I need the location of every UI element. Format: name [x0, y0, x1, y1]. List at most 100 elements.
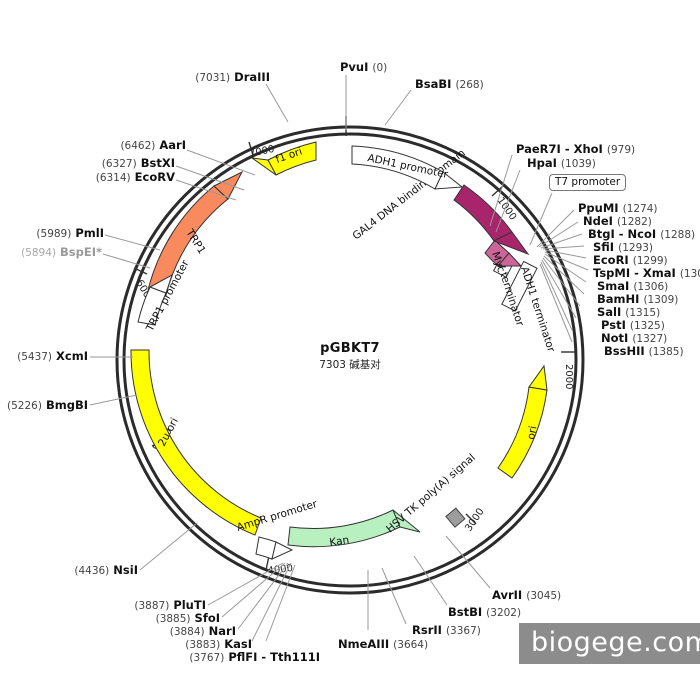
- feature-2u-ori: 2u ori: [130, 349, 262, 536]
- site-enzyme-avrii: AvrII: [492, 588, 523, 602]
- feature-adh1-promoter: ADH1 promoter: [351, 145, 464, 190]
- site-label-bstxi[interactable]: (6327) BstXI: [0, 156, 175, 170]
- site-label-nmeaiii[interactable]: NmeAIII (3664): [338, 638, 428, 651]
- feature-hsv-tk-polya: HSV TK poly(A) signal: [384, 452, 478, 536]
- watermark: biogege.com: [519, 623, 700, 664]
- site-enzyme-draiii: DraIII: [234, 70, 270, 84]
- site-label-bsabi[interactable]: BsaBI (268): [415, 77, 484, 91]
- site-position-smai: (1306): [633, 281, 669, 293]
- site-enzyme-noti: NotI: [601, 331, 629, 345]
- site-position-pluti: (3887): [134, 600, 170, 612]
- site-enzyme-paer7i-xhoi: PaeR7I - XhoI: [516, 142, 603, 156]
- site-label-bmgbi[interactable]: (5226) BmgBI: [0, 398, 88, 412]
- site-label-aari[interactable]: (6462) AarI: [0, 138, 186, 152]
- site-position-bstxi: (6327): [101, 158, 137, 170]
- site-label-psti[interactable]: PstI (1325): [601, 318, 665, 332]
- site-position-xcmi: (5437): [17, 351, 53, 363]
- site-label-kasi[interactable]: (3883) KasI: [0, 637, 252, 651]
- site-label-avrii[interactable]: AvrII (3045): [492, 588, 562, 602]
- site-enzyme-ppumi: PpuMI: [578, 201, 619, 215]
- site-label-bspei[interactable]: (5894) BspEI*: [0, 245, 102, 259]
- site-label-ndei[interactable]: NdeI (1282): [583, 214, 652, 228]
- feature-kan: Kan: [287, 509, 421, 549]
- tick-label-2000: 2000: [563, 364, 574, 389]
- site-enzyme-bmgbi: BmgBI: [45, 398, 88, 412]
- site-position-hpai: (1039): [560, 158, 596, 170]
- site-position-sfoi: (3885): [155, 613, 191, 625]
- site-label-btgi-ncoi[interactable]: BtgI - NcoI (1288): [588, 227, 695, 241]
- site-enzyme-pflfi-tth111i: PflFI - Tth111I: [228, 650, 320, 664]
- site-label-ecori[interactable]: EcoRI (1299): [593, 254, 668, 267]
- tick-label-7000: 7000: [248, 144, 275, 160]
- site-position-kasi: (3883): [185, 639, 221, 651]
- site-position-sfii: (1293): [618, 242, 654, 254]
- site-enzyme-bsabi: BsaBI: [415, 77, 452, 91]
- site-enzyme-bstxi: BstXI: [140, 156, 175, 170]
- site-label-tspmi-xmai[interactable]: TspMI - XmaI (1304): [593, 267, 700, 280]
- site-label-ppumi[interactable]: PpuMI (1274): [578, 201, 658, 215]
- site-label-pluti[interactable]: (3887) PluTI: [0, 598, 206, 612]
- site-enzyme-pvui: PvuI: [340, 60, 369, 74]
- site-position-bstbi: (3202): [486, 607, 522, 619]
- feature-label-hsv-tk-polya: HSV TK poly(A) signal: [384, 452, 478, 536]
- site-enzyme-pmli: PmlI: [75, 226, 104, 240]
- site-position-noti: (1327): [632, 333, 668, 345]
- tick-label-4000: 4000: [267, 563, 294, 577]
- site-position-ppumi: (1274): [622, 203, 658, 215]
- site-enzyme-psti: PstI: [601, 318, 626, 332]
- site-enzyme-bstbi: BstBI: [448, 605, 483, 619]
- plasmid-size: 7303 碱基对: [319, 359, 381, 371]
- site-label-pflfi-tth111i[interactable]: (3767) PflFI - Tth111I: [0, 650, 320, 664]
- site-label-bamhi[interactable]: BamHI (1309): [597, 293, 679, 306]
- site-position-rsrii: (3367): [445, 625, 481, 637]
- site-enzyme-aari: AarI: [159, 138, 186, 152]
- site-label-paer7i-xhoi[interactable]: PaeR7I - XhoI (979): [516, 142, 636, 156]
- feature-label-kan: Kan: [329, 534, 350, 549]
- site-label-nari[interactable]: (3884) NarI: [0, 624, 236, 638]
- site-position-pmli: (5989): [36, 228, 72, 240]
- site-position-bamhi: (1309): [643, 294, 679, 306]
- site-position-bmgbi: (5226): [7, 400, 42, 412]
- site-position-aari: (6462): [120, 140, 156, 152]
- site-position-nsii: (4436): [74, 565, 110, 577]
- site-position-pvui: (0): [372, 62, 388, 74]
- site-enzyme-btgi-ncoi: BtgI - NcoI: [588, 227, 657, 241]
- site-label-bstbi[interactable]: BstBI (3202): [448, 605, 522, 619]
- site-position-nari: (3884): [169, 626, 205, 638]
- site-label-ecorv[interactable]: (6314) EcoRV: [0, 170, 175, 184]
- page-title: pGBKT7: [320, 341, 380, 356]
- site-enzyme-ecorv: EcoRV: [134, 170, 175, 184]
- site-position-bsshii: (1385): [648, 346, 684, 358]
- site-position-ndei: (1282): [616, 216, 652, 228]
- site-label-nsii[interactable]: (4436) NsiI: [0, 563, 138, 577]
- leader-lines: [89, 75, 589, 642]
- site-enzyme-nari: NarI: [208, 624, 236, 638]
- site-enzyme-pluti: PluTI: [173, 598, 206, 612]
- site-enzyme-kasi: KasI: [224, 637, 252, 651]
- site-position-paer7i-xhoi: (979): [606, 144, 636, 156]
- site-label-pmli[interactable]: (5989) PmlI: [0, 226, 104, 240]
- site-position-avrii: (3045): [526, 590, 562, 602]
- site-enzyme-sfoi: SfoI: [194, 611, 220, 625]
- site-position-pflfi-tth111i: (3767): [189, 652, 225, 664]
- site-position-ecorv: (6314): [95, 172, 131, 184]
- site-label-hpai[interactable]: HpaI (1039): [527, 157, 596, 170]
- site-label-sfoi[interactable]: (3885) SfoI: [0, 611, 220, 625]
- site-label-smai[interactable]: SmaI (1306): [597, 280, 669, 293]
- site-label-rsrii[interactable]: RsrII (3367): [412, 624, 481, 637]
- site-label-bsshii[interactable]: BssHII (1385): [604, 345, 684, 358]
- site-enzyme-nsii: NsiI: [113, 563, 138, 577]
- site-label-xcmi[interactable]: (5437) XcmI: [0, 349, 88, 363]
- site-enzyme-bspei: BspEI*: [60, 245, 102, 259]
- feature-label-t7-promoter: T7 promoter: [549, 174, 627, 191]
- site-enzyme-xcmi: XcmI: [56, 349, 88, 363]
- site-label-noti[interactable]: NotI (1327): [601, 331, 668, 345]
- site-label-draiii[interactable]: (7031) DraIII: [100, 70, 270, 84]
- site-enzyme-ndei: NdeI: [583, 214, 613, 228]
- site-label-sali[interactable]: SalI (1315): [597, 306, 660, 319]
- tick-label-3000: 3000: [463, 506, 486, 533]
- site-label-pvui[interactable]: PvuI (0): [340, 60, 388, 74]
- feature-label-ori: ori: [525, 425, 539, 441]
- site-label-sfii[interactable]: SfiI (1293): [593, 241, 654, 254]
